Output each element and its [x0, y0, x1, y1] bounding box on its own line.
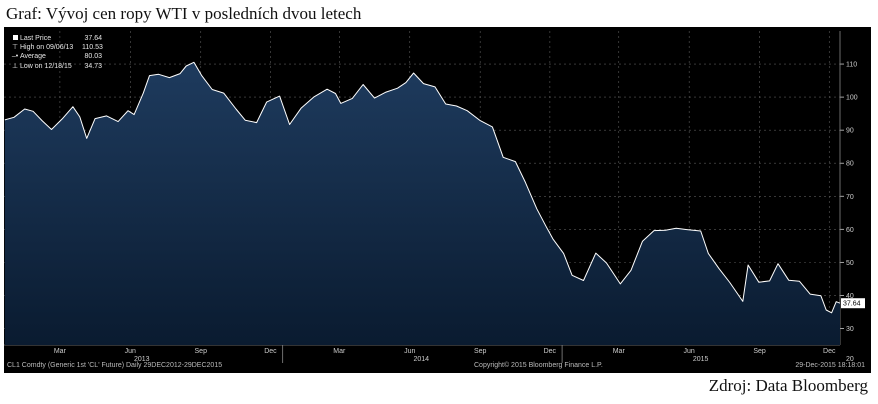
- chart-legend: Last Price 37.64 ⊤ High on 09/06/13 110.…: [10, 34, 103, 71]
- legend-row-high: ⊤ High on 09/06/13 110.53: [10, 43, 103, 52]
- y-tick-label: 90: [846, 128, 854, 135]
- x-tick-label: Dec: [544, 348, 557, 355]
- x-tick-label: Mar: [54, 348, 67, 355]
- y-tick-label: 50: [846, 260, 854, 267]
- legend-last-price-value: 37.64: [84, 35, 102, 42]
- y-tick-label: 110: [846, 62, 857, 69]
- x-year-label: 2013: [134, 356, 150, 363]
- series-line: [4, 61, 841, 314]
- x-tick-label: Dec: [264, 348, 277, 355]
- y-tick-label: 70: [846, 194, 854, 201]
- average-marker-icon: –•: [11, 53, 19, 61]
- last-price-swatch: [10, 34, 20, 43]
- x-year-label: 2014: [413, 356, 429, 363]
- legend-last-price-label: Last Price: [20, 35, 52, 42]
- footer-ticker-info: CL1 Comdty (Generic 1st 'CL' Future) Dai…: [7, 362, 223, 369]
- x-tick-label: Mar: [613, 348, 626, 355]
- high-marker-icon: ⊤: [11, 44, 19, 52]
- legend-average-label: Average: [20, 53, 46, 61]
- y-tick-label: 40: [846, 293, 854, 300]
- legend-low-value: 34.73: [84, 62, 102, 70]
- x-tick-label: Dec: [823, 348, 836, 355]
- x-tick-label: Mar: [333, 348, 346, 355]
- x-tick-label: Sep: [753, 348, 766, 355]
- legend-row-last-price: Last Price 37.64: [10, 34, 102, 43]
- low-marker-icon: ⊥: [11, 62, 19, 70]
- x-tick-label: Jun: [404, 348, 415, 355]
- legend-row-low: ⊥ Low on 12/18/15 34.73: [10, 62, 102, 71]
- last-price-tag: [841, 298, 865, 309]
- legend-average-value: 80.03: [84, 53, 102, 61]
- y-tick-label: 60: [846, 227, 854, 234]
- last-price-tag-label: 37.64: [843, 301, 861, 308]
- legend-high-value: 110.53: [82, 44, 103, 52]
- y-tick-label: 100: [846, 95, 858, 102]
- y-tick-label: 30: [846, 326, 854, 333]
- x-tick-label: Sep: [474, 348, 487, 355]
- legend-low-label: Low on 12/18/15: [20, 62, 72, 70]
- x-year-label: 2015: [693, 356, 709, 363]
- footer-timestamp: 29-Dec-2015 18:18:01: [795, 362, 865, 369]
- series-area: [4, 62, 841, 346]
- x-tick-label: Sep: [195, 348, 208, 355]
- source-note: Zdroj: Data Bloomberg: [708, 376, 868, 395]
- page-title: Graf: Vývoj cen ropy WTI v posledních dv…: [6, 4, 362, 23]
- x-axis-end-label: 20: [846, 356, 854, 363]
- legend-row-average: –• Average 80.03: [10, 52, 102, 61]
- legend-high-label: High on 09/06/13: [20, 44, 74, 52]
- y-tick-label: 80: [846, 161, 854, 168]
- footer-copyright: Copyright© 2015 Bloomberg Finance L.P.: [474, 362, 603, 369]
- x-tick-label: Jun: [125, 348, 136, 355]
- price-chart: 30 40 50 60 70 80 90 100 110 Mar Jun Sep Dec Mar Jun Se…: [4, 31, 865, 363]
- x-tick-label: Jun: [684, 348, 695, 355]
- chart-panel: 30 40 50 60 70 80 90 100 110 Mar Jun Sep Dec Mar Jun Se…: [4, 27, 871, 373]
